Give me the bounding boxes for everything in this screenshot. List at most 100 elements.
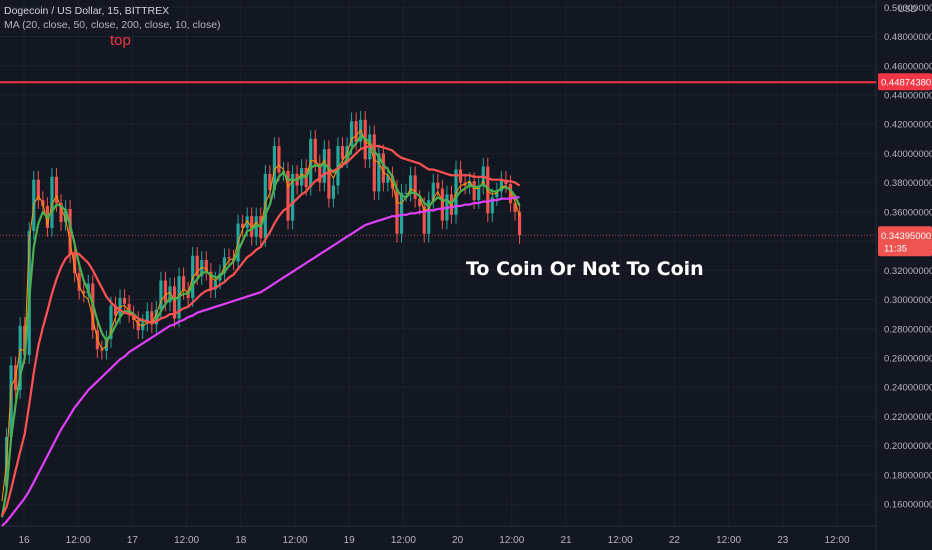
candle-body — [318, 163, 322, 183]
candle-body — [141, 322, 145, 331]
time-tick: 16 — [18, 535, 30, 546]
time-tick: 17 — [127, 535, 139, 546]
candle-body — [113, 305, 118, 316]
candle-body — [422, 206, 426, 234]
resistance-price-tag — [878, 73, 932, 91]
top-note[interactable]: top — [110, 32, 131, 49]
price-tick: 0.28000000 — [884, 324, 932, 335]
price-tick: 0.38000000 — [884, 178, 932, 189]
time-axis: 16 12:00 17 12:00 18 12:00 19 12:00 20 12:00 21 12:… — [0, 525, 876, 546]
candle-body — [54, 176, 59, 204]
symbol-title[interactable]: Dogecoin / US Dollar, 15, BITTREX — [4, 5, 170, 17]
price-tick: 0.48000000 — [884, 32, 932, 43]
time-tick: 12:00 — [499, 535, 524, 546]
price-tick: 0.32000000 — [884, 266, 932, 277]
candle-body — [486, 166, 490, 214]
time-tick: 12:00 — [716, 535, 741, 546]
price-tick: 0.18000000 — [884, 470, 932, 481]
candle-body — [18, 325, 22, 391]
candle-body — [9, 365, 13, 437]
candle-body — [377, 153, 381, 192]
chart-annotation[interactable]: To Coin Or Not To Coin — [466, 258, 704, 280]
candle-body — [127, 303, 131, 315]
candle-body — [100, 349, 104, 351]
candle-body — [472, 181, 476, 201]
candle-body — [322, 149, 326, 183]
candle-body — [150, 311, 154, 325]
candle-body — [468, 181, 472, 186]
candle-body — [495, 191, 499, 198]
price-tick: 0.42000000 — [884, 120, 932, 131]
legend: Dogecoin / US Dollar, 15, BITTREX MA (20… — [4, 4, 221, 32]
time-tick: 19 — [344, 535, 356, 546]
candle-body — [159, 280, 163, 310]
candle-body — [409, 175, 413, 193]
candle-body — [286, 170, 290, 221]
candle-body — [327, 149, 331, 199]
time-tick: 21 — [560, 535, 572, 546]
candle-body — [381, 153, 385, 183]
candle-body — [195, 255, 199, 277]
candle-body — [122, 298, 127, 304]
candle-body — [272, 146, 276, 190]
candle-body — [163, 280, 168, 303]
currency-label: USD — [898, 4, 918, 14]
price-tick: 0.16000000 — [884, 500, 932, 511]
candle-body — [436, 182, 440, 189]
candle-body — [73, 254, 77, 274]
candle-body — [245, 216, 249, 228]
candle-body — [204, 260, 208, 272]
last-price-tag — [878, 226, 932, 257]
candle-body — [313, 138, 317, 164]
candle-body — [418, 198, 422, 207]
time-tick: 12:00 — [174, 535, 199, 546]
candle-body — [431, 182, 435, 201]
candle-body — [354, 121, 358, 142]
time-tick: 12:00 — [66, 535, 91, 546]
price-tick: 0.24000000 — [884, 383, 932, 394]
candle-body — [477, 185, 481, 201]
price-tick: 0.46000000 — [884, 61, 932, 72]
candle-body — [227, 257, 231, 259]
candle-body — [136, 319, 140, 331]
candle-body — [213, 280, 217, 290]
moving-averages — [0, 129, 521, 527]
price-tick: 0.44000000 — [884, 90, 932, 101]
price-tick: 0.22000000 — [884, 412, 932, 423]
candle-body — [77, 273, 81, 291]
candle-body — [349, 121, 354, 147]
candle-body — [50, 176, 54, 228]
candle-body — [508, 184, 513, 204]
candles — [4, 111, 522, 496]
price-tick: 0.50000000 — [884, 3, 932, 14]
candle-body — [440, 188, 444, 221]
price-tick: 0.40000000 — [884, 149, 932, 160]
candle-body — [82, 290, 86, 294]
ma-legend[interactable]: MA (20, close, 50, close, 200, close, 10… — [4, 19, 221, 31]
candle-body — [404, 192, 408, 194]
last-price-text: 0.34395000 — [881, 231, 931, 242]
candle-body — [109, 305, 113, 339]
candle-body — [427, 200, 431, 234]
candle-body — [395, 188, 399, 234]
candle-body — [250, 216, 254, 237]
candle-body — [513, 203, 517, 212]
countdown-text: 11:35 — [884, 243, 907, 254]
ma-short-line — [1, 129, 521, 502]
time-tick: 12:00 — [282, 535, 307, 546]
candle-body — [222, 257, 227, 274]
grid — [0, 0, 876, 526]
candle-body — [277, 146, 281, 173]
candle-body — [182, 276, 186, 291]
price-tick: 0.30000000 — [884, 295, 932, 306]
candle-body — [490, 197, 494, 214]
candle-body — [331, 185, 336, 199]
candle-body — [68, 208, 72, 255]
candle-body — [386, 175, 390, 183]
candle-body — [172, 286, 177, 319]
time-tick: 18 — [235, 535, 247, 546]
price-axis: 0.50000000 0.48000000 0.46000000 0.44000000… — [875, 0, 932, 550]
candle-body — [59, 203, 63, 223]
